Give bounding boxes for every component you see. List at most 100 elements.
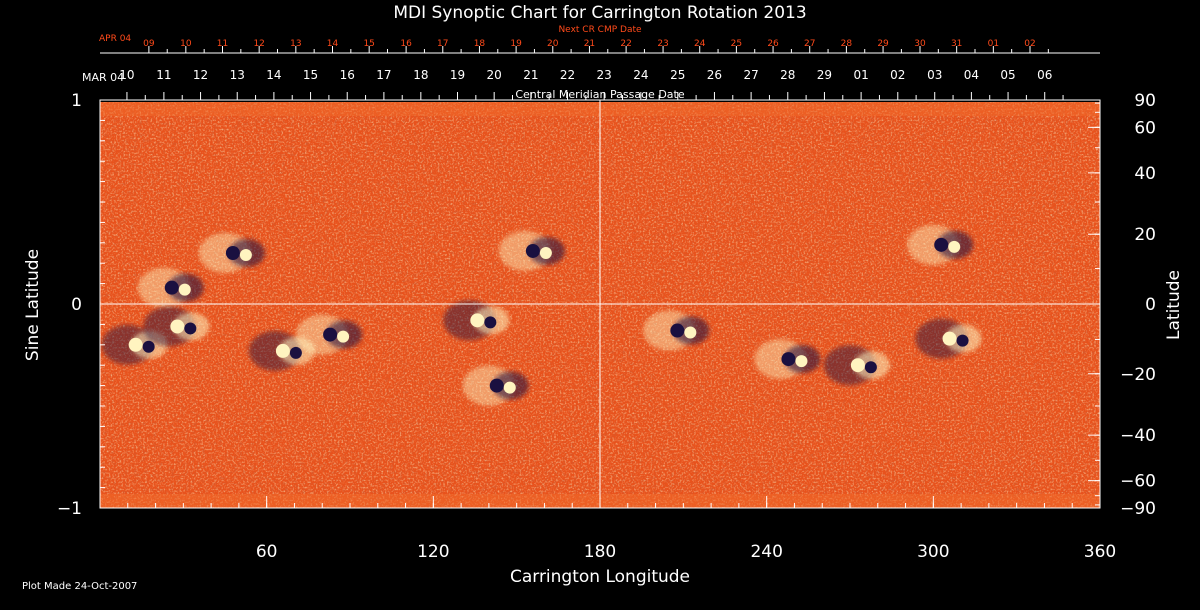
region-core-leading bbox=[164, 280, 179, 295]
y-tick-label-right: 60 bbox=[1134, 118, 1156, 138]
cmp-date-label: 15 bbox=[303, 68, 318, 82]
region-core-leading bbox=[850, 358, 865, 373]
active-region bbox=[907, 224, 974, 265]
next-cr-date-label: 21 bbox=[584, 39, 595, 49]
region-core-leading bbox=[170, 319, 185, 334]
active-region bbox=[823, 345, 890, 386]
x-tick-label: 120 bbox=[417, 542, 449, 562]
active-region bbox=[137, 267, 204, 308]
active-region bbox=[198, 233, 265, 273]
cmp-date-label: 29 bbox=[817, 68, 832, 82]
region-core-trailing bbox=[184, 322, 197, 335]
next-cr-date-label: 18 bbox=[474, 39, 486, 49]
y-tick-label-right: −20 bbox=[1120, 365, 1156, 385]
next-cr-date-label: 10 bbox=[180, 39, 192, 49]
region-core-trailing bbox=[337, 330, 350, 343]
y-tick-label-right: −90 bbox=[1120, 499, 1156, 519]
next-cr-date-label: 30 bbox=[914, 39, 926, 49]
cmp-date-label: 17 bbox=[376, 68, 391, 82]
x-tick-label: 240 bbox=[750, 542, 782, 562]
region-core-trailing bbox=[142, 340, 155, 353]
y-tick-label-left: −1 bbox=[57, 499, 82, 519]
next-cr-axis-title: Next CR CMP Date bbox=[558, 25, 642, 35]
region-core-leading bbox=[934, 237, 949, 252]
region-core-trailing bbox=[503, 381, 516, 394]
cmp-date-label: 06 bbox=[1037, 68, 1052, 82]
cmp-first-label: MAR 04 bbox=[82, 71, 124, 84]
next-cr-first-label: APR 04 bbox=[99, 34, 131, 44]
y-tick-label-right: 20 bbox=[1134, 225, 1156, 245]
region-core-leading bbox=[781, 352, 796, 367]
active-regions bbox=[101, 224, 982, 406]
cmp-date-label: 12 bbox=[193, 68, 208, 82]
left-y-axis: 1 0 −1 bbox=[57, 91, 112, 519]
region-core-leading bbox=[942, 331, 957, 346]
next-cr-date-label: 17 bbox=[437, 39, 448, 49]
active-region bbox=[443, 300, 510, 341]
cmp-axis-title: Central Meridian Passage Date bbox=[515, 88, 684, 101]
region-core-trailing bbox=[289, 346, 302, 359]
region-core-leading bbox=[225, 246, 240, 260]
next-cr-date-label: 09 bbox=[143, 39, 155, 49]
active-region bbox=[915, 318, 982, 359]
cmp-date-label: 27 bbox=[743, 68, 758, 82]
footer-plot-date: Plot Made 24-Oct-2007 bbox=[22, 581, 137, 592]
region-core-trailing bbox=[864, 361, 877, 374]
region-core-leading bbox=[489, 378, 504, 393]
active-region bbox=[143, 306, 210, 347]
cmp-date-label: 05 bbox=[1000, 68, 1015, 82]
cmp-date-label: 04 bbox=[964, 68, 979, 82]
x-tick-label: 360 bbox=[1084, 542, 1116, 562]
y-tick-label-right: 40 bbox=[1134, 164, 1156, 184]
region-core-trailing bbox=[539, 246, 552, 259]
y-tick-label-right: 0 bbox=[1145, 295, 1156, 315]
next-cr-date-label: 22 bbox=[620, 39, 631, 49]
next-cr-date-label: 01 bbox=[988, 39, 999, 49]
next-cr-date-label: 26 bbox=[767, 39, 779, 49]
next-cr-date-label: 29 bbox=[877, 39, 889, 49]
cmp-date-label: 10 bbox=[119, 68, 134, 82]
cmp-date-label: 02 bbox=[890, 68, 905, 82]
region-core-trailing bbox=[795, 355, 808, 368]
next-cr-date-label: 12 bbox=[253, 39, 264, 49]
cmp-date-label: 18 bbox=[413, 68, 428, 82]
active-region bbox=[462, 365, 529, 406]
cmp-date-label: 11 bbox=[156, 68, 171, 82]
cmp-date-label: 20 bbox=[487, 68, 502, 82]
x-axis: 60 120 180 240 300 360 bbox=[99, 496, 1116, 562]
next-cr-date-label: 11 bbox=[217, 39, 228, 49]
cmp-date-label: 25 bbox=[670, 68, 685, 82]
y-axis-label-right: Latitude bbox=[1164, 270, 1184, 340]
cmp-date-axis: MAR 04 Central Meridian Passage Date 06 0… bbox=[82, 68, 1100, 101]
next-cr-date-label: 02 bbox=[1024, 39, 1035, 49]
cmp-date-label: 19 bbox=[450, 68, 465, 82]
cmp-date-label: 14 bbox=[266, 68, 281, 82]
next-cr-date-label: 24 bbox=[694, 39, 706, 49]
next-cr-date-label: 13 bbox=[290, 39, 301, 49]
region-core-leading bbox=[128, 337, 143, 352]
region-core-trailing bbox=[956, 334, 969, 347]
next-cr-date-label: 16 bbox=[400, 39, 412, 49]
active-region bbox=[643, 310, 710, 351]
x-tick-label: 60 bbox=[256, 542, 278, 562]
next-cr-date-label: 27 bbox=[804, 39, 815, 49]
next-cr-date-label: 25 bbox=[731, 39, 742, 49]
y-tick-label-right: 90 bbox=[1134, 91, 1156, 111]
region-core-trailing bbox=[948, 240, 961, 253]
y-tick-label-left: 1 bbox=[71, 91, 82, 111]
cmp-date-label: 23 bbox=[597, 68, 612, 82]
x-tick-label: 180 bbox=[584, 542, 616, 562]
right-y-axis: 90 60 40 20 0 −20 −40 −60 −90 bbox=[1088, 91, 1156, 519]
chart-title: MDI Synoptic Chart for Carrington Rotati… bbox=[393, 3, 806, 23]
next-cr-date-label: 14 bbox=[327, 39, 339, 49]
x-tick-label: 300 bbox=[917, 542, 949, 562]
region-core-trailing bbox=[178, 283, 191, 296]
cmp-date-label: 13 bbox=[230, 68, 245, 82]
cmp-date-label: 21 bbox=[523, 68, 538, 82]
active-region bbox=[101, 324, 168, 365]
region-core-leading bbox=[323, 327, 338, 342]
next-cr-date-axis: APR 04 02 01 31 30 29 28 27 26 25 24 23 22 21 20 19 18 1… bbox=[99, 34, 1100, 54]
cmp-date-label: 26 bbox=[707, 68, 722, 82]
y-axis-label-left: Sine Latitude bbox=[23, 249, 43, 361]
cmp-date-label: 03 bbox=[927, 68, 942, 82]
